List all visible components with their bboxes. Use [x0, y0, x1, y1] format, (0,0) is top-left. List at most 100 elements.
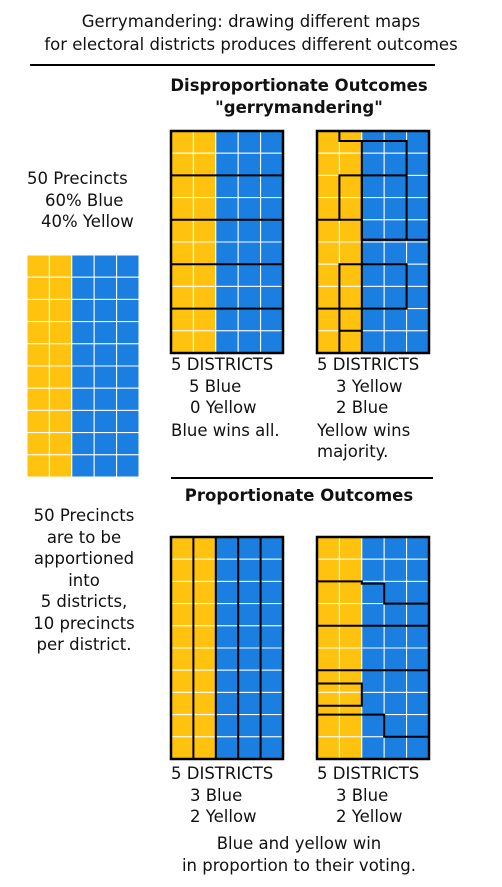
yellow-precinct [170, 285, 194, 310]
yellow-precinct [338, 691, 363, 716]
yellow-precinct [170, 714, 194, 738]
map-b-caption-line-5: majority. [317, 442, 389, 461]
blue-precinct [71, 298, 95, 323]
blue-share: 60% Blue [45, 190, 124, 210]
conclusion-line-2: in proportion to their voting. [181, 855, 417, 875]
yellow-precinct [48, 365, 73, 389]
blue-precinct [116, 298, 140, 323]
yellow-precinct [170, 219, 194, 243]
blue-precinct [383, 219, 408, 243]
blue-precinct [361, 130, 385, 154]
map-border [315, 129, 431, 355]
map-a-caption: 5 DISTRICTS 5 Blue 0 Yellow Blue wins al… [171, 354, 280, 441]
blue-precinct [383, 714, 408, 738]
blue-precinct [260, 647, 284, 671]
yellow-precinct [338, 241, 363, 265]
yellow-precinct [48, 343, 73, 367]
blue-precinct [361, 263, 385, 287]
yellow-precinct [192, 558, 217, 582]
yellow-precinct [338, 308, 363, 332]
blue-precinct [260, 152, 284, 176]
yellow-precinct [192, 285, 217, 310]
yellow-precinct [170, 308, 194, 332]
yellow-precinct [48, 254, 73, 278]
apportion-line-5: 5 districts, [40, 592, 128, 611]
blue-precinct [215, 603, 239, 627]
yellow-precinct [316, 736, 340, 760]
yellow-precinct [26, 321, 50, 345]
yellow-precinct [338, 625, 363, 649]
blue-precinct [237, 558, 262, 582]
yellow-precinct [338, 219, 363, 243]
map-a-caption-line-1: 5 DISTRICTS [171, 355, 274, 374]
blue-precinct [116, 276, 140, 300]
district-boundary [338, 131, 363, 353]
blue-precinct [406, 580, 430, 605]
blue-precinct [260, 263, 284, 287]
blue-precinct [361, 558, 385, 582]
conclusion: Blue and yellow win in proportion to the… [168, 833, 430, 876]
blue-precinct [383, 580, 408, 605]
blue-precinct [361, 308, 385, 332]
blue-precinct [260, 174, 284, 199]
yellow-precinct [48, 409, 73, 434]
yellow-precinct [338, 603, 363, 627]
map-c-caption-line-2: 3 Blue [190, 785, 243, 805]
blue-precinct [215, 152, 239, 176]
blue-precinct [406, 263, 430, 287]
blue-precinct [237, 714, 262, 738]
disproportionate-heading-line-1: Disproportionate Outcomes [170, 76, 428, 95]
yellow-precinct [338, 669, 363, 693]
precinct-count: 50 Precincts [27, 169, 128, 188]
map-a-caption-line-2: 5 Blue [189, 376, 242, 396]
yellow-precinct [192, 536, 217, 560]
blue-precinct [93, 387, 118, 411]
yellow-precinct [316, 625, 340, 649]
blue-precinct [406, 308, 430, 332]
yellow-precinct [316, 152, 340, 176]
blue-precinct [71, 321, 95, 345]
yellow-share: 40% Yellow [41, 212, 134, 231]
precinct-summary: 50 Precincts 60% Blue 40% Yellow [0, 168, 165, 233]
blue-precinct [406, 241, 430, 265]
map-d-caption: 5 DISTRICTS 3 Blue 2 Yellow [317, 763, 419, 828]
blue-precinct [93, 454, 118, 478]
blue-precinct [383, 152, 408, 176]
blue-precinct [260, 736, 284, 760]
blue-precinct [260, 691, 284, 716]
blue-precinct [383, 536, 408, 560]
yellow-precinct [26, 409, 50, 434]
map-a-grid [169, 129, 285, 355]
yellow-precinct [170, 647, 194, 671]
yellow-precinct [26, 432, 50, 456]
blue-precinct [361, 580, 385, 605]
yellow-precinct [192, 669, 217, 693]
page-title: Gerrymandering: drawing different maps f… [0, 10, 502, 56]
blue-precinct [215, 647, 239, 671]
yellow-precinct [316, 669, 340, 693]
blue-precinct [361, 197, 385, 221]
apportion-line-4: into [68, 570, 100, 590]
blue-precinct [406, 219, 430, 243]
blue-precinct [116, 343, 140, 367]
blue-precinct [93, 343, 118, 367]
blue-precinct [361, 152, 385, 176]
blue-precinct [71, 343, 95, 367]
blue-precinct [260, 197, 284, 221]
blue-precinct [237, 625, 262, 649]
blue-precinct [93, 432, 118, 456]
yellow-precinct [26, 387, 50, 411]
yellow-precinct [338, 174, 363, 199]
blue-precinct [361, 174, 385, 199]
blue-precinct [93, 409, 118, 434]
blue-precinct [406, 647, 430, 671]
blue-precinct [406, 558, 430, 582]
yellow-precinct [338, 130, 363, 154]
map-border [169, 535, 285, 761]
blue-precinct [383, 285, 408, 310]
yellow-precinct [170, 197, 194, 221]
blue-precinct [237, 174, 262, 199]
yellow-precinct [316, 580, 340, 605]
blue-precinct [71, 276, 95, 300]
map-d-caption-line-2: 3 Blue [336, 785, 389, 805]
